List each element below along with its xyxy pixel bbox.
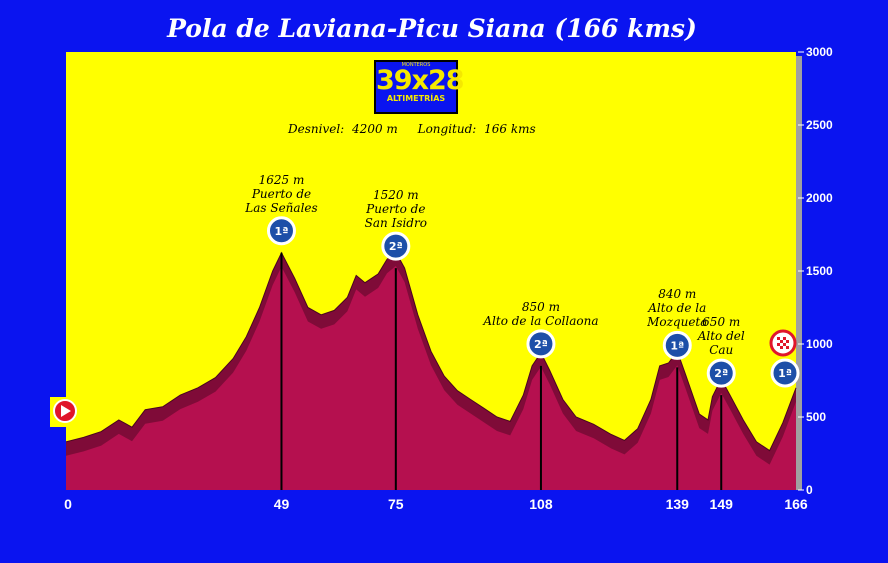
category-badge-label: 1ª bbox=[778, 367, 792, 380]
logo-main-text: 39x28 bbox=[376, 65, 465, 96]
elevation-profile-outline bbox=[65, 251, 797, 452]
category-badge bbox=[770, 358, 800, 388]
y-tick-label: 3000 bbox=[806, 45, 833, 59]
desnivel-value: 4200 m bbox=[352, 122, 398, 136]
climb-label: 840 m Alto de la Mozqueta bbox=[647, 287, 708, 330]
longitud-label: Longitud: bbox=[417, 122, 477, 136]
elevation-profile bbox=[66, 252, 796, 490]
finish-check bbox=[780, 346, 783, 349]
x-tick-label: 0 bbox=[64, 496, 72, 512]
play-icon bbox=[61, 405, 71, 417]
logo-sub-text: ALTIMETRÍAS bbox=[386, 94, 446, 103]
category-badge-label: 2ª bbox=[714, 367, 728, 380]
y-tick-label: 1500 bbox=[806, 264, 833, 278]
y-tick-label: 2000 bbox=[806, 191, 833, 205]
category-badge bbox=[662, 330, 692, 360]
climb-label: 850 m Alto de la Collaona bbox=[483, 299, 599, 328]
climb-label: 650 m Alto del Cau bbox=[697, 315, 745, 358]
chart-title: Pola de Laviana-Picu Siana (166 kms) bbox=[167, 14, 697, 43]
category-badge bbox=[266, 216, 296, 246]
x-tick-label: 49 bbox=[274, 496, 290, 512]
climb-label: 1520 m Puerto de San Isidro bbox=[364, 188, 427, 231]
x-tick-label: 75 bbox=[388, 496, 404, 512]
y-tick-label: 2500 bbox=[806, 118, 833, 132]
longitud-value: 166 kms bbox=[484, 122, 536, 136]
category-badge bbox=[706, 358, 736, 388]
climb-label: 1625 m Puerto de Las Señales bbox=[245, 172, 318, 215]
x-tick-label: 166 bbox=[784, 496, 808, 512]
elevation-profile-relief bbox=[66, 252, 796, 465]
x-tick-label: 139 bbox=[666, 496, 690, 512]
finish-check bbox=[777, 337, 780, 340]
category-badge-label: 1ª bbox=[670, 339, 684, 352]
category-badge-label: 2ª bbox=[389, 240, 403, 253]
x-tick-label: 108 bbox=[529, 496, 553, 512]
finish-check bbox=[786, 340, 789, 343]
finish-check bbox=[783, 337, 786, 340]
finish-check bbox=[780, 340, 783, 343]
finish-check bbox=[777, 343, 780, 346]
x-tick-label: 149 bbox=[710, 496, 734, 512]
brand-logo: MONTEROS 39x28 ALTIMETRÍAS bbox=[374, 60, 465, 114]
category-badge-label: 2ª bbox=[534, 338, 548, 351]
desnivel-label: Desnivel: bbox=[288, 122, 345, 136]
y-tick-label: 1000 bbox=[806, 337, 833, 351]
route-stats: Desnivel: 4200 m Longitud: 166 kms bbox=[288, 122, 540, 136]
category-badge bbox=[526, 329, 556, 359]
finish-check bbox=[783, 343, 786, 346]
finish-check bbox=[786, 346, 789, 349]
y-tick-label: 0 bbox=[806, 483, 813, 497]
y-tick-label: 500 bbox=[806, 410, 826, 424]
plot-side-shadow bbox=[796, 56, 802, 490]
category-badge-label: 1ª bbox=[275, 225, 289, 238]
category-badge bbox=[381, 231, 411, 261]
logo-top-text: MONTEROS bbox=[401, 62, 431, 68]
